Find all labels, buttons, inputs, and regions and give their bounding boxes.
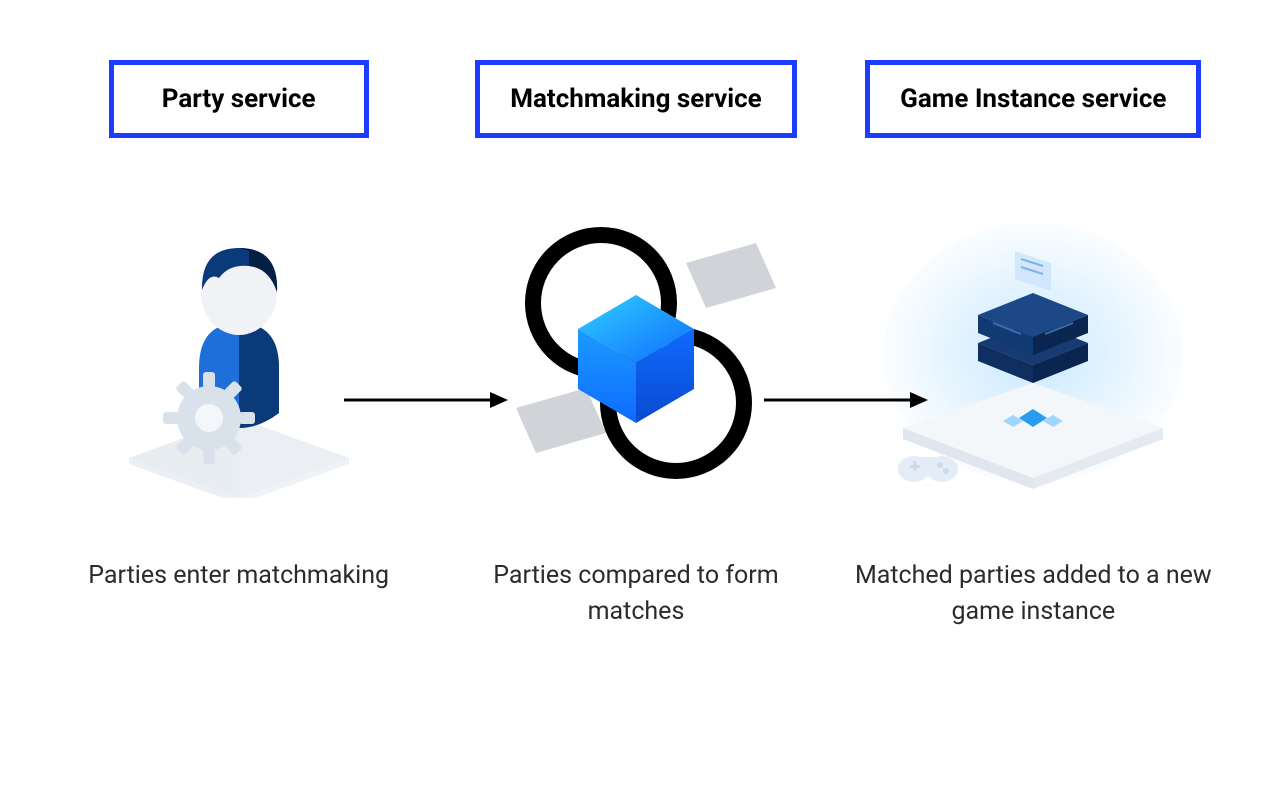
matchmaking-caption: Parties compared to form matches [447, 558, 824, 631]
node-game-instance: Game Instance service [845, 60, 1222, 631]
game-instance-title: Game Instance service [900, 83, 1166, 116]
node-matchmaking: Matchmaking service [447, 60, 824, 631]
game-instance-icon-area [845, 198, 1222, 518]
arrow-party-to-matchmaking [340, 385, 510, 415]
node-party: Party service [50, 60, 427, 594]
diagram-container: Party service [0, 0, 1272, 691]
person-gear-icon [89, 218, 389, 498]
server-stack-icon [873, 203, 1193, 513]
game-instance-title-box: Game Instance service [865, 60, 1201, 138]
party-icon-area [50, 198, 427, 518]
matchmaking-title: Matchmaking service [510, 83, 761, 116]
party-title-box: Party service [109, 60, 369, 138]
matchmaking-icon-area [447, 198, 824, 518]
cube-rings-icon [476, 208, 796, 508]
matchmaking-title-box: Matchmaking service [475, 60, 796, 138]
party-title: Party service [162, 83, 316, 116]
arrow-matchmaking-to-game-instance [760, 385, 930, 415]
game-instance-caption: Matched parties added to a new game inst… [845, 558, 1222, 631]
party-caption: Parties enter matchmaking [88, 558, 389, 594]
